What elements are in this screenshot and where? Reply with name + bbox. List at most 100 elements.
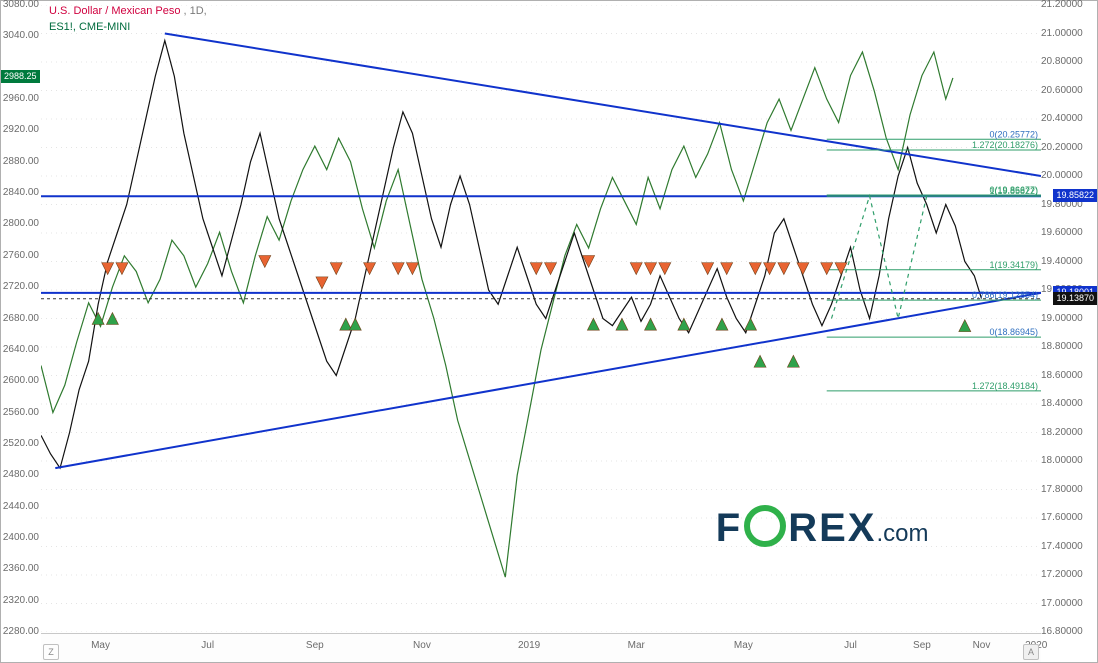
up-arrow-icon: [716, 318, 728, 330]
forex-logo: F REX.com: [716, 505, 929, 551]
right-axis-label: 18.00000: [1041, 455, 1083, 466]
fib-label: 1(19.85822): [989, 186, 1038, 196]
right-axis-label: 20.40000: [1041, 113, 1083, 124]
left-axis-label: 2280.00: [3, 626, 39, 637]
right-axis-label: 16.80000: [1041, 626, 1083, 637]
down-arrow-icon: [749, 263, 761, 275]
fib-label: 0(20.25772): [989, 129, 1038, 139]
down-arrow-icon: [392, 263, 404, 275]
x-axis-label: 2019: [518, 640, 540, 651]
left-axis-label: 2360.00: [3, 563, 39, 574]
down-arrow-icon: [797, 263, 809, 275]
left-axis-label: 2680.00: [3, 313, 39, 324]
down-arrow-icon: [778, 263, 790, 275]
left-axis-label: 2880.00: [3, 156, 39, 167]
right-axis-label: 17.00000: [1041, 598, 1083, 609]
left-axis-label: 2320.00: [3, 595, 39, 606]
down-arrow-icon: [645, 263, 657, 275]
down-arrow-icon: [316, 277, 328, 289]
right-axis-price-tag: 19.85822: [1053, 189, 1097, 202]
logo-letter-f: F: [716, 506, 742, 550]
up-arrow-icon: [754, 355, 766, 367]
left-axis-label: 2840.00: [3, 187, 39, 198]
right-axis-label: 19.00000: [1041, 313, 1083, 324]
down-arrow-icon: [630, 263, 642, 275]
right-axis: 16.8000017.0000017.2000017.4000017.60000…: [1039, 1, 1097, 628]
fib-label: 1(19.34179): [989, 260, 1038, 270]
right-axis-label: 20.00000: [1041, 170, 1083, 181]
down-arrow-icon: [330, 263, 342, 275]
x-axis-label: Jul: [844, 640, 857, 651]
chart-container: U.S. Dollar / Mexican Peso , 1D, ES1!, C…: [0, 0, 1098, 663]
up-arrow-icon: [787, 355, 799, 367]
right-axis-label: 19.60000: [1041, 227, 1083, 238]
down-arrow-icon: [835, 263, 847, 275]
x-right-corner-icon[interactable]: A: [1023, 644, 1039, 660]
left-axis-label: 3040.00: [3, 30, 39, 41]
right-axis-label: 21.00000: [1041, 28, 1083, 39]
right-axis-label: 17.80000: [1041, 484, 1083, 495]
wedge-bottom: [55, 293, 1041, 468]
left-axis-label: 2400.00: [3, 532, 39, 543]
x-left-corner-icon[interactable]: Z: [43, 644, 59, 660]
logo-letters-rex: REX: [788, 506, 876, 550]
up-arrow-icon: [349, 318, 361, 330]
down-arrow-icon: [545, 263, 557, 275]
fib-label: 0.786(19.12854): [972, 290, 1038, 300]
right-axis-label: 20.80000: [1041, 56, 1083, 67]
right-axis-label: 18.80000: [1041, 341, 1083, 352]
left-axis-label: 2800.00: [3, 218, 39, 229]
left-axis-label: 2520.00: [3, 438, 39, 449]
x-axis-label: Mar: [628, 640, 645, 651]
down-arrow-icon: [102, 263, 114, 275]
left-axis-label: 2440.00: [3, 501, 39, 512]
up-arrow-icon: [587, 318, 599, 330]
up-arrow-icon: [645, 318, 657, 330]
right-axis-label: 20.60000: [1041, 85, 1083, 96]
left-axis-label: 2760.00: [3, 250, 39, 261]
down-arrow-icon: [406, 263, 418, 275]
left-axis-label: 3080.00: [3, 0, 39, 10]
up-arrow-icon: [745, 318, 757, 330]
down-arrow-icon: [530, 263, 542, 275]
down-arrow-icon: [821, 263, 833, 275]
right-axis-label: 17.60000: [1041, 512, 1083, 523]
x-axis: MayJulSepNov2019MarMayJulSepNov2020 Z A: [41, 633, 1041, 662]
down-arrow-icon: [659, 263, 671, 275]
right-axis-label: 17.20000: [1041, 569, 1083, 580]
right-axis-label: 21.20000: [1041, 0, 1083, 10]
x-axis-label: Sep: [306, 640, 324, 651]
down-arrow-icon: [702, 263, 714, 275]
x-axis-label: Jul: [201, 640, 214, 651]
left-axis-label: 2640.00: [3, 344, 39, 355]
wedge-top: [165, 34, 1041, 177]
right-axis-label: 19.40000: [1041, 256, 1083, 267]
right-axis-label: 18.60000: [1041, 370, 1083, 381]
down-arrow-icon: [721, 263, 733, 275]
right-axis-price-tag: 19.13870: [1053, 292, 1097, 305]
fib-label: 0(18.86945): [989, 327, 1038, 337]
fib-label: 1.272(18.49184): [972, 381, 1038, 391]
right-axis-label: 18.20000: [1041, 427, 1083, 438]
x-axis-label: May: [734, 640, 753, 651]
right-axis-label: 17.40000: [1041, 541, 1083, 552]
logo-ring-icon: [744, 505, 786, 547]
right-axis-label: 20.20000: [1041, 142, 1083, 153]
x-axis-label: Nov: [973, 640, 991, 651]
left-axis-label: 2480.00: [3, 469, 39, 480]
left-axis-label: 2920.00: [3, 124, 39, 135]
x-axis-label: May: [91, 640, 110, 651]
down-arrow-icon: [259, 256, 271, 268]
right-axis-label: 18.40000: [1041, 398, 1083, 409]
left-axis-label: 2560.00: [3, 407, 39, 418]
left-axis: 2280.002320.002360.002400.002440.002480.…: [1, 1, 41, 628]
up-arrow-icon: [616, 318, 628, 330]
left-axis-label: 2720.00: [3, 281, 39, 292]
x-axis-label: Sep: [913, 640, 931, 651]
left-axis-label: 2600.00: [3, 375, 39, 386]
series-es1: [41, 52, 953, 577]
fib-label: 1.272(20.18276): [972, 140, 1038, 150]
x-axis-label: Nov: [413, 640, 431, 651]
logo-dotcom: .com: [876, 520, 928, 547]
up-arrow-icon: [959, 320, 971, 332]
